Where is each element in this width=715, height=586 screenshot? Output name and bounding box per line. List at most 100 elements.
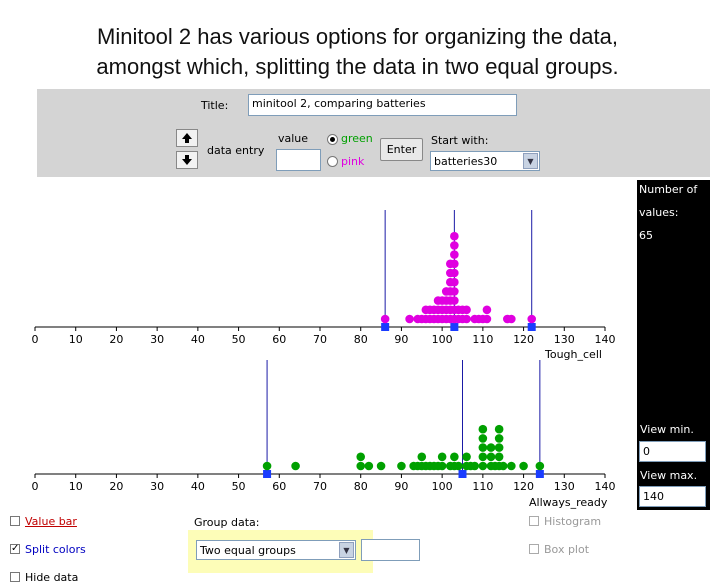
- x-tick-label: 140: [595, 333, 616, 346]
- hide-data-checkbox[interactable]: [10, 572, 20, 582]
- group-divider-marker: [527, 323, 536, 331]
- data-point: [397, 461, 406, 471]
- x-tick-label: 50: [232, 480, 246, 493]
- x-tick-label: 130: [554, 333, 575, 346]
- chevron-down-icon[interactable]: ▼: [339, 542, 354, 558]
- data-point: [364, 461, 374, 471]
- control-panel: Title: minitool 2, comparing batteries d…: [37, 89, 710, 177]
- view-max-label: View max.: [640, 469, 698, 482]
- x-tick-label: 20: [109, 333, 123, 346]
- data-point: [478, 452, 488, 462]
- x-tick-label: 40: [191, 333, 205, 346]
- data-point: [494, 452, 504, 462]
- data-point: [417, 452, 427, 462]
- data-point: [450, 277, 459, 287]
- green-radio-label: green: [341, 132, 373, 145]
- value-bar-label[interactable]: Value bar: [25, 515, 77, 528]
- enter-button[interactable]: Enter: [380, 138, 423, 161]
- down-arrow-button[interactable]: [176, 151, 198, 169]
- up-arrow-button[interactable]: [176, 129, 198, 147]
- value-input[interactable]: [276, 149, 321, 171]
- pink-radio-label: pink: [341, 155, 365, 168]
- data-point: [450, 452, 459, 462]
- x-tick-label: 10: [69, 480, 83, 493]
- x-tick-label: 110: [472, 333, 493, 346]
- green-radio[interactable]: [327, 134, 338, 145]
- split-colors-checkbox[interactable]: ✓: [10, 543, 20, 554]
- group-divider-marker: [450, 323, 459, 331]
- histogram-checkbox[interactable]: [529, 516, 539, 526]
- value-bar-checkbox[interactable]: [10, 516, 20, 526]
- x-tick-label: 110: [472, 480, 493, 493]
- start-with-select[interactable]: batteries30 ▼: [430, 151, 540, 171]
- data-point: [482, 314, 492, 324]
- x-tick-label: 90: [394, 480, 408, 493]
- data-point: [482, 305, 492, 315]
- box-plot-checkbox[interactable]: [529, 544, 539, 554]
- x-tick-label: 50: [232, 333, 246, 346]
- up-arrow-icon: [182, 133, 192, 143]
- data-point: [450, 259, 459, 269]
- data-point: [494, 443, 504, 452]
- value-label: value: [278, 132, 309, 145]
- x-tick-label: 0: [32, 480, 39, 493]
- group-size-input[interactable]: [361, 539, 420, 561]
- box-plot-label[interactable]: Box plot: [544, 543, 590, 556]
- x-tick-label: 70: [313, 480, 327, 493]
- data-point: [462, 452, 471, 462]
- title-input[interactable]: minitool 2, comparing batteries: [248, 94, 517, 116]
- data-point: [380, 314, 390, 324]
- view-min-input[interactable]: 0: [639, 441, 706, 462]
- pink-radio[interactable]: [327, 156, 338, 167]
- data-point: [437, 452, 447, 462]
- data-point: [450, 268, 459, 278]
- group-data-select[interactable]: Two equal groups ▼: [196, 540, 356, 560]
- group-divider-marker: [263, 470, 272, 478]
- group-divider-marker: [458, 470, 467, 478]
- x-tick-label: 40: [191, 480, 205, 493]
- x-tick-label: 80: [354, 480, 368, 493]
- x-tick-label: 0: [32, 333, 39, 346]
- caption-line-2: amongst which, splitting the data in two…: [96, 54, 619, 79]
- axis-label: Allways_ready: [529, 496, 608, 509]
- axis-label: Tough_cell: [544, 348, 602, 361]
- data-point: [478, 443, 488, 452]
- caption-line-1: Minitool 2 has various options for organ…: [97, 24, 618, 49]
- data-point: [291, 461, 300, 471]
- data-point: [527, 314, 537, 324]
- number-of-values-label-2: values:: [639, 206, 679, 219]
- data-point: [494, 424, 504, 434]
- data-point: [450, 287, 459, 296]
- data-point: [507, 461, 516, 471]
- x-tick-label: 30: [150, 333, 164, 346]
- data-point: [450, 296, 459, 305]
- group-data-label: Group data:: [194, 516, 260, 529]
- x-tick-label: 10: [69, 333, 83, 346]
- data-point: [437, 461, 447, 471]
- data-point: [262, 461, 272, 471]
- data-point: [486, 452, 496, 462]
- split-colors-label[interactable]: Split colors: [25, 543, 86, 556]
- x-tick-label: 80: [354, 333, 368, 346]
- data-point: [405, 314, 414, 324]
- data-point: [462, 314, 471, 324]
- data-point: [478, 461, 488, 471]
- data-point: [376, 461, 386, 471]
- x-tick-label: 140: [595, 480, 616, 493]
- x-tick-label: 60: [272, 333, 286, 346]
- chevron-down-icon[interactable]: ▼: [523, 153, 538, 169]
- data-point: [450, 231, 459, 241]
- x-tick-label: 60: [272, 480, 286, 493]
- data-point: [494, 434, 504, 443]
- x-tick-label: 30: [150, 480, 164, 493]
- data-point: [478, 424, 488, 434]
- view-max-input[interactable]: 140: [639, 486, 706, 507]
- caption: Minitool 2 has various options for organ…: [0, 22, 715, 82]
- group-divider-marker: [381, 323, 390, 331]
- hide-data-label[interactable]: Hide data: [25, 571, 79, 584]
- histogram-label[interactable]: Histogram: [544, 515, 602, 528]
- data-point: [507, 314, 516, 324]
- data-entry-label: data entry: [207, 144, 265, 157]
- x-tick-label: 120: [513, 333, 534, 346]
